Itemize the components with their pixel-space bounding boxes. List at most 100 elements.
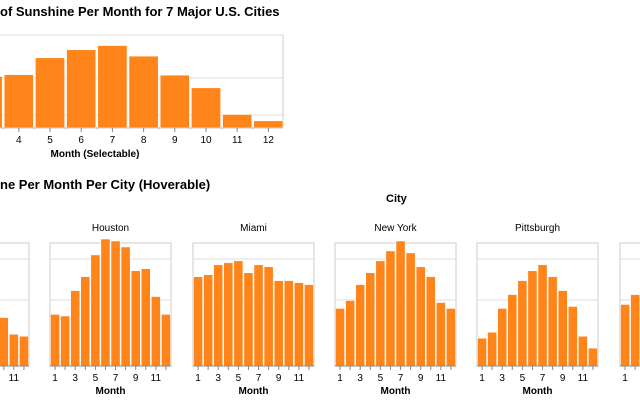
facet-x-tick-label: 11 bbox=[151, 373, 162, 384]
facet-bar[interactable] bbox=[100, 238, 111, 367]
facet-bar[interactable] bbox=[497, 308, 507, 367]
facet-bar[interactable] bbox=[151, 296, 161, 367]
facet-panel-frame bbox=[619, 242, 640, 367]
top-x-tick-label: 4 bbox=[16, 135, 22, 146]
facet-bar[interactable] bbox=[557, 290, 568, 367]
facet-bar[interactable] bbox=[0, 317, 9, 367]
top-chart-title: of Sunshine Per Month for 7 Major U.S. C… bbox=[0, 4, 280, 19]
facet-bar[interactable] bbox=[568, 306, 578, 367]
top-bar[interactable] bbox=[35, 57, 65, 129]
top-bar[interactable] bbox=[159, 74, 190, 129]
facet-bar[interactable] bbox=[446, 308, 456, 367]
facet-bar[interactable] bbox=[385, 250, 396, 367]
facet-bar[interactable] bbox=[335, 308, 345, 367]
facet-x-tick-label: 11 bbox=[9, 373, 20, 384]
top-bar[interactable] bbox=[222, 114, 253, 129]
facet-bar[interactable] bbox=[233, 260, 244, 367]
top-x-tick-label: 7 bbox=[110, 135, 116, 146]
facet-bar[interactable] bbox=[395, 240, 406, 367]
facet-bar[interactable] bbox=[193, 276, 203, 367]
facet-bar[interactable] bbox=[263, 266, 274, 367]
facet-bar[interactable] bbox=[50, 314, 60, 367]
facet-x-tick-label: 3 bbox=[215, 373, 221, 384]
facet-x-tick-label: 3 bbox=[72, 373, 78, 384]
facet-bar[interactable] bbox=[365, 272, 376, 367]
facet-bar[interactable] bbox=[161, 314, 171, 367]
facet-bar[interactable] bbox=[578, 335, 588, 367]
facet-bar[interactable] bbox=[90, 254, 101, 367]
top-bar[interactable] bbox=[66, 49, 97, 129]
facet-bar[interactable] bbox=[415, 266, 426, 367]
top-bar[interactable] bbox=[128, 55, 159, 129]
top-bar[interactable] bbox=[97, 45, 128, 129]
facet-title: Miami bbox=[240, 223, 267, 234]
facet-x-tick-label: 7 bbox=[398, 373, 404, 384]
facet-bar[interactable] bbox=[60, 315, 70, 367]
facet-bar[interactable] bbox=[304, 284, 314, 367]
facet-x-tick-label: 9 bbox=[133, 373, 139, 384]
facet-bar[interactable] bbox=[375, 260, 386, 367]
facet-x-tick-label: 9 bbox=[276, 373, 282, 384]
facet-bar[interactable] bbox=[547, 276, 558, 367]
facet-bar[interactable] bbox=[355, 284, 365, 367]
facet-bar[interactable] bbox=[426, 276, 436, 367]
facet-bar[interactable] bbox=[253, 264, 264, 367]
facet-bar[interactable] bbox=[243, 272, 254, 367]
facet-bar[interactable] bbox=[527, 270, 538, 367]
facet-bar[interactable] bbox=[141, 268, 151, 367]
bottom-chart-title: ne Per Month Per City (Hoverable) bbox=[0, 177, 211, 192]
top-bar[interactable] bbox=[3, 74, 34, 129]
facet-x-tick-label: 5 bbox=[236, 373, 242, 384]
top-x-tick-label: 8 bbox=[141, 135, 147, 146]
facet-bar[interactable] bbox=[487, 332, 497, 367]
facet-bar[interactable] bbox=[405, 252, 416, 367]
facet-x-tick-label: 1 bbox=[337, 373, 343, 384]
facet-x-tick-label: 1 bbox=[479, 373, 485, 384]
facet-bar[interactable] bbox=[507, 294, 518, 367]
facet-title: New York bbox=[374, 223, 417, 234]
facet-bar[interactable] bbox=[588, 347, 598, 367]
facet-title: Houston bbox=[92, 223, 129, 234]
facet-bar[interactable] bbox=[9, 334, 19, 367]
top-bar[interactable] bbox=[253, 120, 284, 129]
facet-x-tick-label: 9 bbox=[560, 373, 566, 384]
facet-bar[interactable] bbox=[19, 335, 29, 367]
top-x-tick-label: 5 bbox=[47, 135, 53, 146]
facet-x-tick-label: 5 bbox=[378, 373, 384, 384]
facet-bar[interactable] bbox=[436, 302, 446, 367]
facet-title: Pittsburgh bbox=[515, 223, 560, 234]
facet-bar[interactable] bbox=[110, 240, 121, 367]
facet-bar[interactable] bbox=[477, 337, 487, 367]
facet-bar[interactable] bbox=[537, 264, 548, 367]
facet-x-tick-label: 9 bbox=[418, 373, 424, 384]
facet-x-tick-label: 1 bbox=[195, 373, 201, 384]
facet-bar[interactable] bbox=[294, 282, 304, 367]
facet-bar[interactable] bbox=[80, 276, 91, 367]
facet-bar[interactable] bbox=[223, 262, 234, 367]
facet-x-axis-title: Month bbox=[96, 386, 126, 397]
facet-bar[interactable] bbox=[630, 294, 640, 367]
facet-x-tick-label: 11 bbox=[294, 373, 305, 384]
facet-bar[interactable] bbox=[273, 280, 284, 367]
top-x-tick-label: 6 bbox=[78, 135, 84, 146]
facet-bar[interactable] bbox=[345, 300, 355, 367]
top-x-tick-label: 10 bbox=[200, 135, 212, 146]
facet-bar[interactable] bbox=[70, 290, 80, 367]
facet-x-tick-label: 7 bbox=[540, 373, 546, 384]
facet-bar[interactable] bbox=[130, 270, 141, 367]
top-bar[interactable] bbox=[191, 87, 221, 129]
facet-x-tick-label: 1 bbox=[622, 373, 628, 384]
facet-bar[interactable] bbox=[517, 280, 528, 367]
facet-x-tick-label: 3 bbox=[357, 373, 363, 384]
facet-x-axis-title: Month bbox=[523, 386, 553, 397]
facet-x-axis-title: Month bbox=[239, 386, 269, 397]
facet-bar[interactable] bbox=[120, 246, 131, 367]
facet-bar[interactable] bbox=[620, 304, 630, 367]
facet-bar[interactable] bbox=[203, 274, 213, 367]
facet-bar[interactable] bbox=[284, 280, 294, 367]
top-bar[interactable] bbox=[0, 76, 3, 129]
facet-x-tick-label: 5 bbox=[93, 373, 99, 384]
facet-bar[interactable] bbox=[213, 264, 224, 367]
city-column-header: City bbox=[386, 193, 407, 205]
